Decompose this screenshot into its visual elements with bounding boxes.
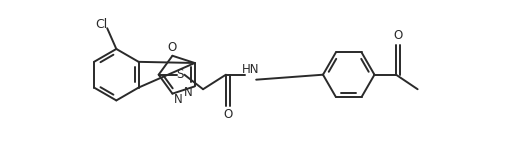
Text: S: S: [176, 68, 184, 81]
Text: O: O: [168, 41, 177, 54]
Text: HN: HN: [242, 63, 260, 76]
Text: N: N: [184, 86, 193, 99]
Text: Cl: Cl: [95, 18, 108, 31]
Text: O: O: [393, 29, 403, 42]
Text: O: O: [223, 108, 233, 122]
Text: N: N: [174, 93, 183, 106]
